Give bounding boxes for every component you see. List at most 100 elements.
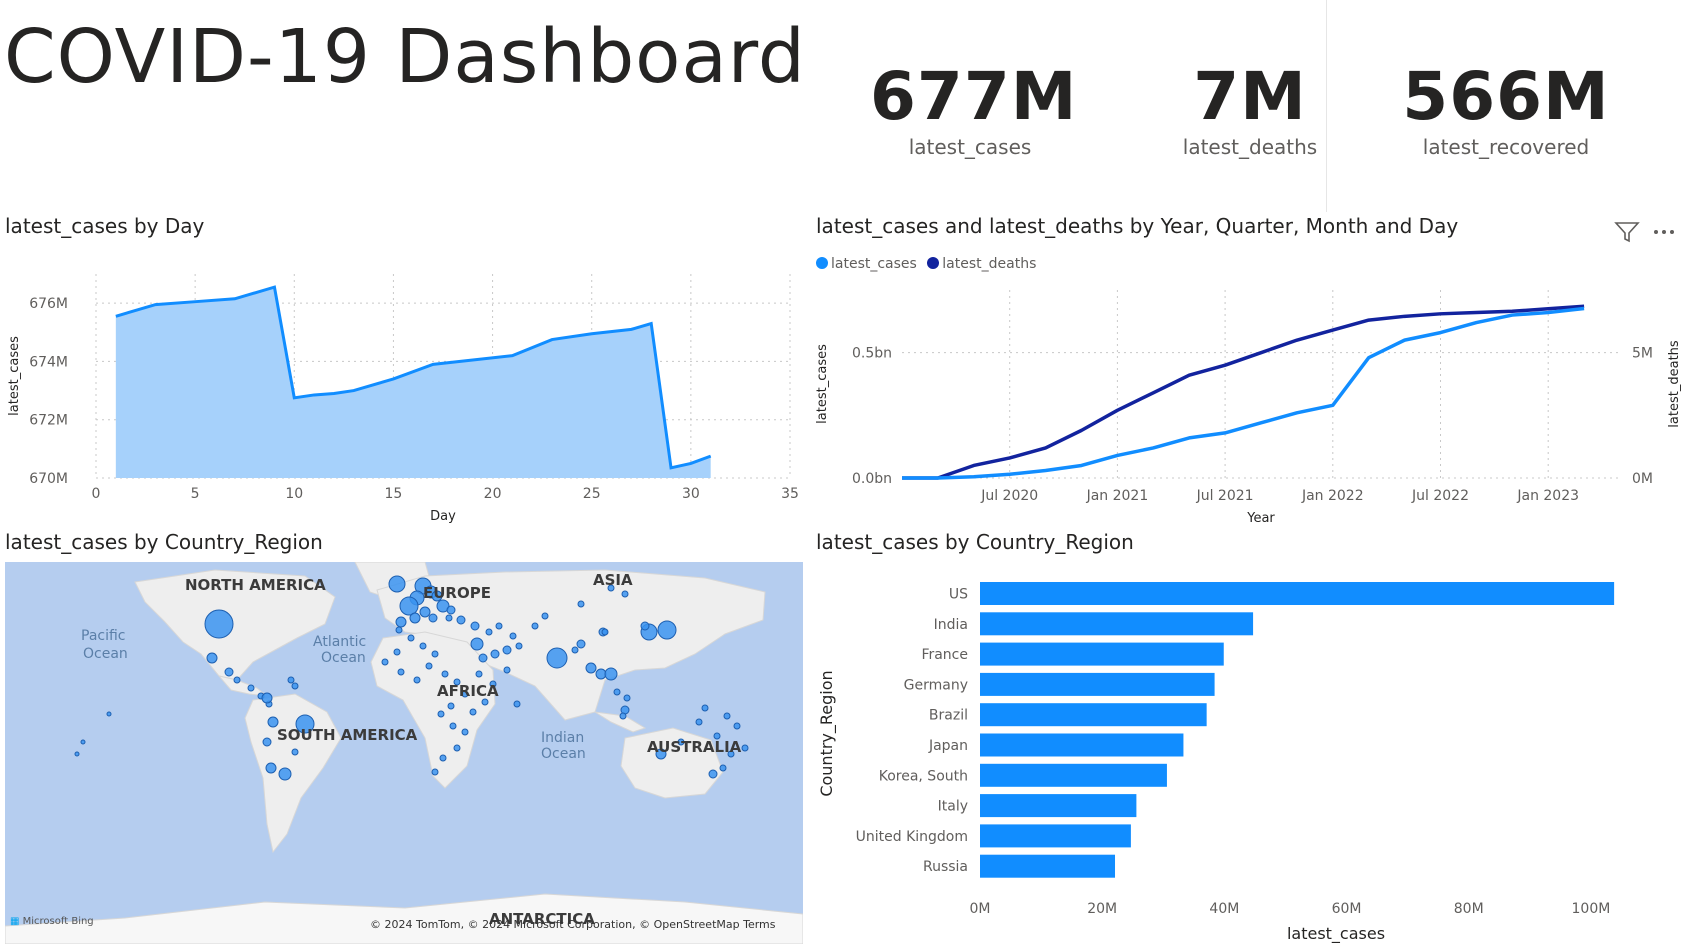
x-tick-label: Jan 2023 — [1516, 488, 1579, 504]
y-tick-label-left: 0.0bn — [852, 471, 892, 487]
x-axis-title: Year — [1246, 511, 1275, 526]
map-bubble — [206, 652, 218, 664]
bar — [980, 672, 1215, 696]
map-bubble — [106, 711, 112, 717]
map-bubble — [461, 728, 469, 736]
x-tick-label: 10 — [285, 486, 303, 502]
legend-dot-icon — [816, 257, 828, 269]
bar-category-label: Russia — [923, 859, 968, 875]
x-tick-label: 20 — [484, 486, 502, 502]
x-tick-label: Jul 2022 — [1411, 488, 1469, 504]
map-bubble — [657, 620, 677, 640]
x-tick-label: Jul 2021 — [1196, 488, 1254, 504]
map-bubble — [623, 694, 631, 702]
kpi-value: 677M — [870, 58, 1078, 135]
map-bubble — [291, 748, 299, 756]
area-chart-title: latest_cases by Day — [5, 214, 205, 238]
bar — [980, 582, 1615, 605]
y-tick-label-right: 0M — [1632, 471, 1653, 487]
map-bubble — [509, 632, 517, 640]
land-south-america — [244, 693, 342, 854]
line-chart-title: latest_cases and latest_deaths by Year, … — [816, 214, 1459, 238]
map-bubble — [437, 710, 445, 718]
map-bubble — [489, 680, 497, 688]
x-tick-label: 80M — [1454, 901, 1484, 917]
map-bubble — [733, 722, 741, 730]
map-bubble — [445, 614, 453, 622]
map-bubble — [456, 615, 466, 625]
legend-item-deaths[interactable]: latest_deaths — [927, 256, 1036, 272]
map-bubble — [204, 609, 234, 639]
map-bubble — [470, 621, 480, 631]
bar-category-label: US — [949, 587, 968, 603]
map-bubble — [453, 678, 461, 686]
x-tick-label: Jan 2021 — [1086, 488, 1149, 504]
line-chart[interactable]: Jul 2020 Jan 2021 Jul 2021 Jan 2022 Jul 2022… — [812, 270, 1684, 530]
map-bubble — [449, 722, 457, 730]
kpi-card-recovered[interactable]: 566M latest_recovered — [1386, 58, 1626, 159]
page-title: COVID-19 Dashboard — [4, 14, 806, 100]
y-tick-label-left: 0.5bn — [852, 346, 892, 362]
map-bubble — [431, 768, 439, 776]
map-bubble — [393, 648, 401, 656]
map-bubble — [224, 667, 234, 677]
map-bubbles — [74, 575, 749, 781]
map-bubble — [655, 748, 667, 760]
map-attribution[interactable]: © 2024 TomTom, © 2024 Microsoft Corporat… — [370, 918, 776, 931]
map-bubble — [381, 658, 389, 666]
map-visual[interactable]: NORTH AMERICA EUROPE ASIA AFRICA SOUTH A… — [5, 562, 803, 944]
y-tick-label: 672M — [29, 413, 68, 429]
map-bubble — [490, 649, 500, 659]
map-title: latest_cases by Country_Region — [5, 530, 323, 554]
map-bubble — [613, 688, 621, 696]
map-bubble — [267, 716, 279, 728]
x-tick-label: 15 — [385, 486, 403, 502]
bar — [980, 642, 1224, 666]
map-bubble — [727, 750, 735, 758]
bar-chart-title: latest_cases by Country_Region — [816, 530, 1134, 554]
bar-category-label: Japan — [928, 738, 968, 754]
map-bubble — [513, 700, 521, 708]
map-label-asia: ASIA — [593, 571, 633, 589]
bar-chart[interactable]: US India France Germany Brazil Japan Korea, So… — [812, 566, 1684, 944]
map-bubble — [708, 769, 718, 779]
x-tick-label: 0 — [92, 486, 101, 502]
bar — [980, 612, 1254, 636]
map-bubble — [677, 738, 685, 746]
map-bubble — [419, 642, 427, 650]
map-bubble — [713, 732, 721, 740]
legend-item-cases[interactable]: latest_cases — [816, 256, 917, 272]
map-bubble — [601, 628, 609, 636]
area-chart[interactable]: 670M 672M 674M 676M 0 5 10 15 20 25 30 35 Day latest_… — [0, 250, 810, 530]
filter-icon[interactable] — [1614, 220, 1640, 244]
map-bubble — [291, 682, 299, 690]
kpi-card-cases[interactable]: 677M latest_cases — [870, 58, 1078, 159]
map-bubble — [502, 645, 512, 655]
x-axis-title: latest_cases — [1287, 924, 1385, 944]
map-bubble — [287, 676, 295, 684]
map-bubble — [74, 751, 80, 757]
x-tick-label: 5 — [191, 486, 200, 502]
x-tick-label: 40M — [1209, 901, 1239, 917]
map-label-antarctica: ANTARCTICA — [489, 910, 595, 928]
x-tick-label: 35 — [781, 486, 799, 502]
x-tick-label: Jul 2020 — [980, 488, 1038, 504]
kpi-label: latest_recovered — [1422, 135, 1590, 159]
map-bubble — [701, 704, 709, 712]
map-label-north-america: NORTH AMERICA — [185, 576, 326, 594]
bar — [980, 763, 1167, 787]
map-bubble — [453, 744, 461, 752]
map-bubble — [265, 762, 277, 774]
kpi-card-deaths[interactable]: 7M latest_deaths — [1150, 58, 1350, 159]
map-bubble — [541, 612, 549, 620]
kpi-label: latest_deaths — [1182, 135, 1318, 159]
x-axis-title: Day — [430, 509, 456, 524]
bar-category-label: Korea, South — [879, 768, 968, 784]
map-bubble — [261, 692, 273, 704]
map-bubble — [397, 668, 405, 676]
x-tick-label: 60M — [1332, 901, 1362, 917]
map-bubble — [475, 670, 483, 678]
land-antarctica — [5, 893, 803, 944]
more-options-icon[interactable] — [1652, 228, 1678, 236]
bar — [980, 733, 1184, 757]
